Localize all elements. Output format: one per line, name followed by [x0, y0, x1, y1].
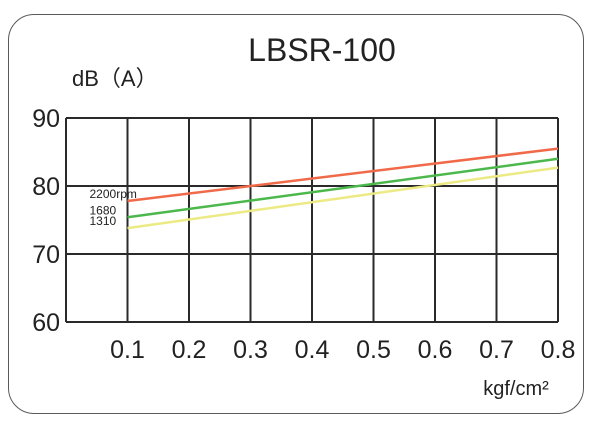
- x-axis-title: kgf/cm²: [483, 378, 549, 400]
- series-label: 1680: [90, 203, 117, 217]
- y-axis-title: dB（A）: [72, 66, 158, 91]
- series-line: [127, 147, 559, 203]
- tick-labels: 60 70 80 90 0.1 0.2 0.3 0.4 0.5 0.6 0.7 0.8: [32, 105, 575, 364]
- x-tick-label: 0.4: [295, 336, 330, 364]
- x-tick-label: 0.8: [541, 336, 576, 364]
- series-line: [127, 166, 559, 230]
- y-tick-label: 60: [32, 309, 60, 337]
- series-line: [127, 157, 559, 219]
- series-lines: [127, 147, 559, 230]
- y-tick-label: 70: [32, 241, 60, 269]
- y-tick-label: 90: [32, 105, 60, 133]
- chart-title: LBSR-100: [248, 32, 396, 68]
- x-tick-label: 0.7: [479, 336, 514, 364]
- x-tick-label: 0.3: [233, 336, 268, 364]
- series-label: 2200rpm: [90, 187, 137, 201]
- grid: [65, 117, 559, 323]
- x-tick-label: 0.1: [110, 336, 145, 364]
- series-label: 1310: [90, 214, 117, 228]
- x-tick-label: 0.2: [172, 336, 207, 364]
- y-tick-label: 80: [32, 173, 60, 201]
- x-tick-label: 0.5: [356, 336, 391, 364]
- chart-frame: [8, 14, 584, 414]
- x-tick-label: 0.6: [418, 336, 453, 364]
